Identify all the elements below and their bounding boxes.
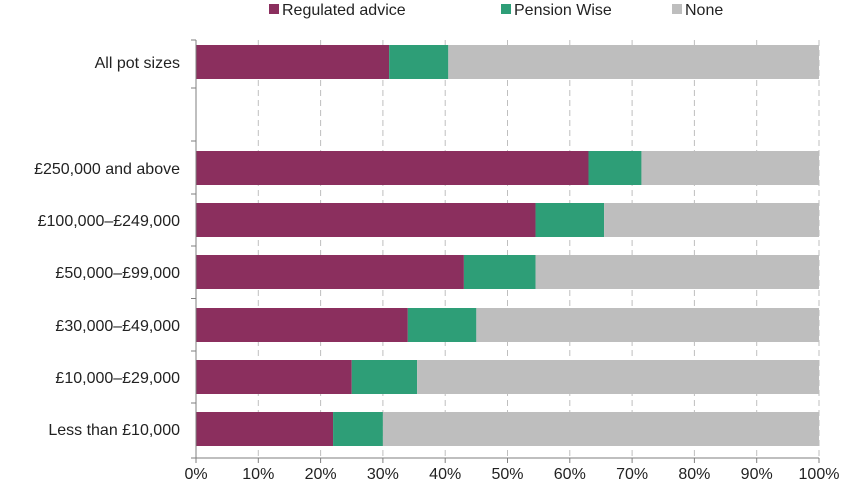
category-label: £30,000–£49,000	[55, 318, 180, 335]
gridlines	[257, 40, 820, 458]
bar-pension-wise	[463, 255, 536, 289]
bars	[196, 45, 819, 446]
legend-label: Regulated advice	[282, 2, 406, 19]
bar-regulated-advice	[196, 45, 390, 79]
bar-none	[535, 255, 819, 289]
category-label: £100,000–£249,000	[38, 213, 180, 230]
bar-none	[417, 360, 819, 394]
x-tick-label: 10%	[242, 466, 274, 483]
legend-swatch-pension-wise	[501, 4, 511, 14]
x-tick-label: 100%	[799, 466, 840, 483]
bar-pension-wise	[351, 360, 418, 394]
category-label: £250,000 and above	[34, 161, 180, 178]
axes	[191, 39, 820, 463]
category-labels: All pot sizes £250,000 and above £100,000–…	[34, 55, 180, 439]
x-tick-label: 0%	[184, 466, 207, 483]
bar-pension-wise	[535, 203, 605, 237]
x-tick-label: 40%	[429, 466, 461, 483]
x-tick-label: 60%	[554, 466, 586, 483]
bar-none	[641, 151, 819, 185]
legend: Regulated advice Pension Wise None	[269, 2, 723, 19]
bar-pension-wise	[588, 151, 642, 185]
bar-none	[604, 203, 819, 237]
bar-none	[382, 412, 819, 446]
bar-regulated-advice	[196, 255, 464, 289]
x-tick-label: 30%	[367, 466, 399, 483]
bar-regulated-advice	[196, 203, 536, 237]
bar-pension-wise	[407, 308, 477, 342]
legend-label: None	[685, 2, 723, 19]
x-tick-label: 50%	[491, 466, 523, 483]
category-label: £50,000–£99,000	[55, 265, 180, 282]
x-tick-label: 20%	[305, 466, 337, 483]
category-label: All pot sizes	[95, 55, 180, 72]
bar-pension-wise	[389, 45, 449, 79]
x-tick-label: 90%	[741, 466, 773, 483]
bar-pension-wise	[333, 412, 383, 446]
bar-regulated-advice	[196, 308, 408, 342]
legend-swatch-regulated-advice	[269, 4, 279, 14]
bar-regulated-advice	[196, 412, 334, 446]
x-tick-label: 80%	[678, 466, 710, 483]
bar-regulated-advice	[196, 151, 589, 185]
legend-swatch-none	[672, 4, 682, 14]
x-tick-labels: 0% 10% 20% 30% 40% 50% 60% 70% 80% 90% 100%	[184, 466, 839, 483]
x-tick-label: 70%	[616, 466, 648, 483]
bar-none	[448, 45, 819, 79]
bar-regulated-advice	[196, 360, 352, 394]
category-label: £10,000–£29,000	[55, 370, 180, 387]
legend-label: Pension Wise	[514, 2, 612, 19]
bar-none	[476, 308, 819, 342]
category-label: Less than £10,000	[48, 422, 180, 439]
